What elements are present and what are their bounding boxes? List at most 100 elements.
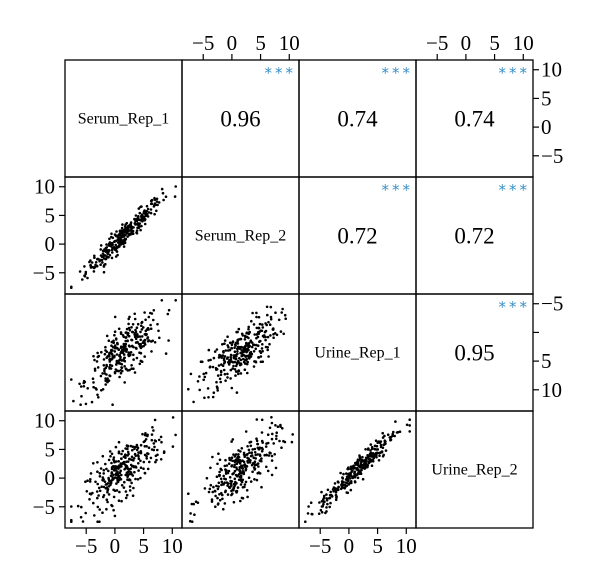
scatter-point (131, 494, 135, 498)
scatter-point (270, 459, 274, 462)
scatter-point (255, 437, 258, 441)
scatter-point (141, 220, 144, 223)
scatter-point (101, 372, 104, 375)
scatter-point (139, 338, 142, 342)
scatter-point (81, 278, 84, 281)
scatter-point (149, 456, 153, 460)
scatter-point (189, 372, 193, 376)
scatter-point (104, 379, 107, 383)
scatter-point (119, 462, 123, 465)
top-axis-col2-tick-label: 0 (227, 31, 238, 55)
scatter-point (248, 357, 251, 360)
scatter-point (138, 335, 142, 338)
scatter-point (151, 426, 154, 429)
scatter-point (103, 372, 107, 375)
scatter-point (96, 496, 99, 500)
scatter-point (88, 480, 92, 483)
scatter-point (282, 332, 286, 336)
scatter-point (257, 326, 261, 330)
scatter-point (137, 469, 140, 472)
scatter-point (273, 453, 277, 456)
left-axis-row2-tick-label: 10 (34, 175, 55, 199)
scatter-point (261, 441, 265, 444)
scatter-point (102, 358, 106, 361)
scatter-point (246, 459, 250, 463)
scatter-point (92, 385, 95, 389)
scatter-point (341, 480, 344, 483)
scatter-point (345, 472, 348, 475)
scatter-point (255, 418, 259, 421)
scatter-point (160, 299, 164, 302)
scatter-point (215, 475, 219, 479)
scatter-point (194, 500, 198, 504)
scatter-point (100, 258, 104, 262)
scatter-point (143, 355, 146, 358)
scatter-point (322, 502, 325, 506)
scatter-point (108, 363, 112, 367)
scatter-point (329, 490, 333, 494)
scatter-point (134, 454, 137, 458)
scatter-point (105, 255, 109, 258)
scatter-point (369, 443, 373, 446)
scatter-point (275, 437, 278, 441)
scatter-point (119, 478, 123, 481)
scatter-point (223, 464, 227, 468)
scatter-point (269, 317, 273, 321)
scatter-point (117, 440, 121, 444)
scatter-point (118, 353, 122, 357)
scatter-point (256, 442, 260, 446)
scatter-point (110, 358, 113, 361)
left-axis-row4-tick-label: 0 (45, 466, 56, 490)
scatter-point (146, 467, 150, 471)
scatter-point (145, 209, 149, 213)
scatter-point (250, 341, 254, 344)
scatter-point (259, 360, 263, 364)
scatter-point (265, 442, 268, 445)
scatter-point (70, 505, 73, 508)
scatter-point (333, 488, 336, 492)
scatter-point (173, 195, 177, 198)
scatter-point (147, 339, 151, 342)
scatter-point (235, 466, 238, 469)
scatter-point (128, 489, 132, 492)
scatter-point (231, 459, 234, 463)
scatter-point (229, 368, 233, 372)
scatter-point (160, 187, 164, 191)
scatter-point (117, 348, 120, 352)
scatter-point (144, 332, 147, 336)
scatter-point (117, 327, 121, 331)
scatter-point (153, 212, 156, 216)
scatter-point (145, 454, 148, 458)
scatter-point (250, 345, 254, 349)
scatter-point (226, 335, 229, 339)
top-axis-col4-tick-label: −5 (426, 31, 448, 55)
scatter-point (371, 452, 375, 455)
scatter-point (211, 490, 214, 494)
scatter-point (137, 462, 140, 465)
scatter-point (266, 433, 270, 437)
scatter-point (388, 436, 392, 439)
scatter-point (126, 475, 129, 479)
scatter-point (134, 328, 137, 332)
scatter-point (155, 197, 159, 201)
scatter-point (260, 431, 264, 434)
scatter-point (250, 463, 254, 467)
scatter-point (188, 519, 192, 523)
scatter-point (247, 342, 251, 345)
scatter-point (258, 454, 262, 458)
scatter-point (229, 357, 233, 361)
scatter-point (123, 241, 127, 245)
scatter-point (202, 372, 205, 376)
scatter-point (90, 400, 94, 404)
scatter-point (383, 434, 386, 438)
scatter-point (270, 454, 274, 458)
scatter-point (359, 470, 362, 474)
scatter-point (241, 467, 244, 470)
scatter-point (117, 451, 121, 455)
scatter-point (96, 470, 99, 474)
scatter-point (100, 389, 103, 392)
scatter-point (124, 496, 128, 500)
bottom-axis-col1-tick-label: 5 (138, 534, 149, 558)
scatter-point (369, 449, 372, 452)
